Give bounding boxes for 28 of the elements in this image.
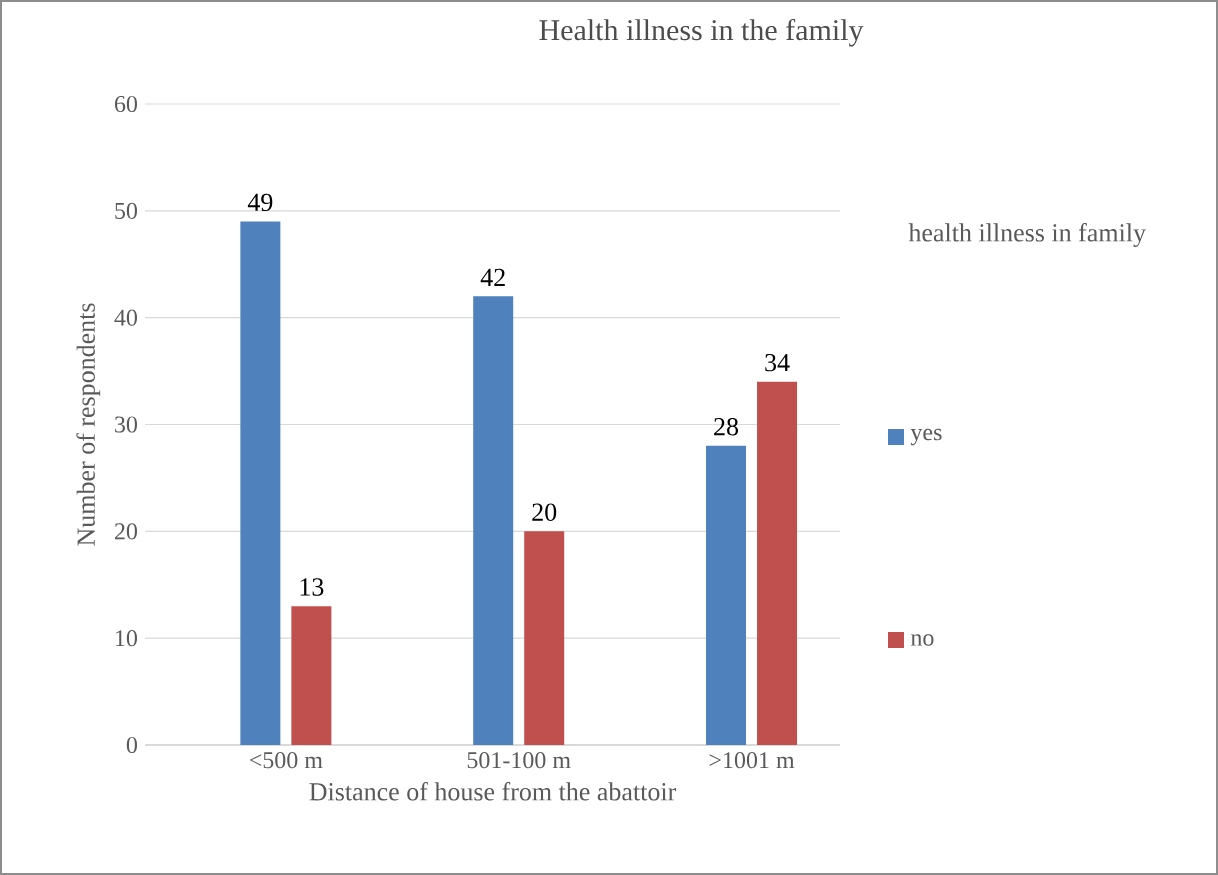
bar (291, 606, 332, 746)
x-tick-label: >1001 m (709, 752, 795, 769)
x-axis-title: Distance of house from the abattoir (309, 782, 677, 801)
legend-title: health illness in family (908, 223, 1146, 247)
y-tick-label: 10 (116, 630, 138, 647)
data-label: 34 (765, 353, 790, 372)
legend-label: yes (910, 428, 942, 446)
y-tick-label: 40 (114, 309, 138, 326)
chart-title: Health illness in the family (539, 18, 864, 47)
legend-label: no (910, 634, 934, 646)
y-tick-label: 0 (126, 736, 138, 754)
y-tick-label: 50 (115, 202, 138, 219)
bar (524, 531, 565, 746)
data-label: 20 (532, 503, 557, 521)
data-label: 49 (247, 193, 273, 212)
bar (240, 221, 281, 746)
x-tick-label: 501-100 m (467, 752, 571, 769)
y-tick-label: 60 (114, 95, 138, 113)
bar (757, 381, 798, 746)
bar (706, 445, 747, 746)
y-axis-title: Number of respondents (76, 303, 101, 546)
data-label: 42 (480, 268, 505, 286)
y-tick-label: 30 (115, 416, 138, 433)
data-label: 28 (714, 417, 739, 436)
data-label: 13 (300, 578, 324, 596)
x-tick-label: <500 m (249, 752, 323, 769)
bar (473, 296, 514, 746)
y-tick-label: 20 (115, 523, 138, 540)
